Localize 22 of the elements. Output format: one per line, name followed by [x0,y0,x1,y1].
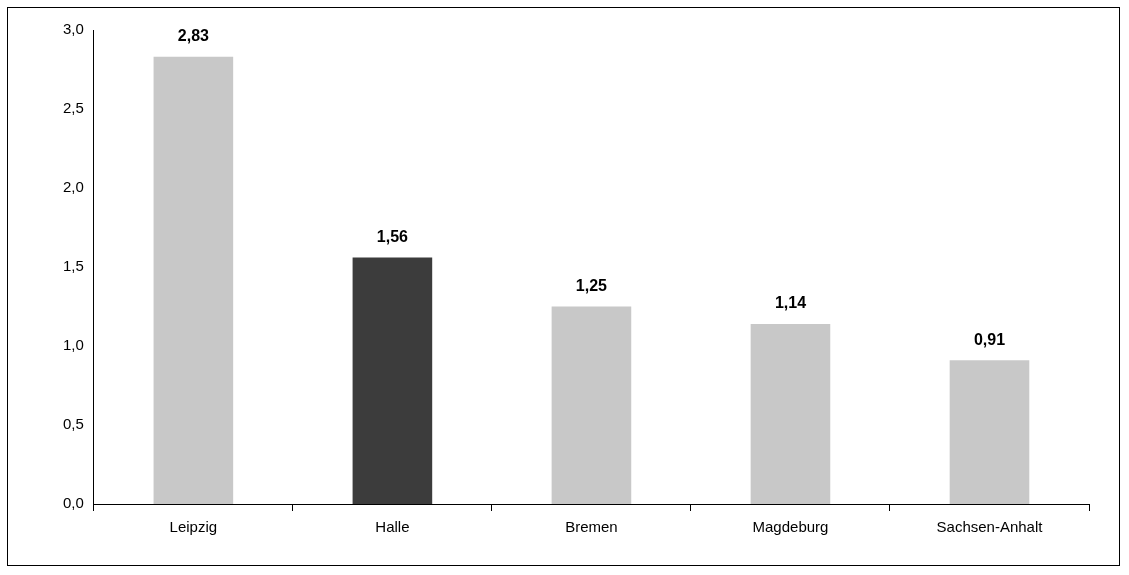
x-tick-label: Sachsen-Anhalt [936,518,1044,536]
x-tick-label: Halle [375,518,410,536]
bar [551,306,632,504]
x-tick-label: Bremen [565,518,618,536]
y-tick-label: 2,0 [62,178,84,196]
bar [949,360,1030,504]
data-label: 1,56 [376,227,409,245]
y-tick-label: 2,5 [62,99,84,117]
data-label: 1,14 [774,294,807,312]
x-tick-label: Magdeburg [752,518,829,536]
y-tick-label: 1,5 [62,257,84,275]
y-tick-label: 3,0 [62,20,84,38]
bar [153,56,234,504]
data-label: 2,83 [177,27,210,45]
bar [750,323,831,504]
bar [352,257,433,504]
x-tick-label: Leipzig [169,518,218,536]
y-tick-label: 1,0 [62,336,84,354]
data-label: 1,25 [575,276,608,294]
y-tick-label: 0,5 [62,415,84,433]
data-label: 0,91 [973,330,1006,348]
y-tick-label: 0,0 [62,494,84,512]
